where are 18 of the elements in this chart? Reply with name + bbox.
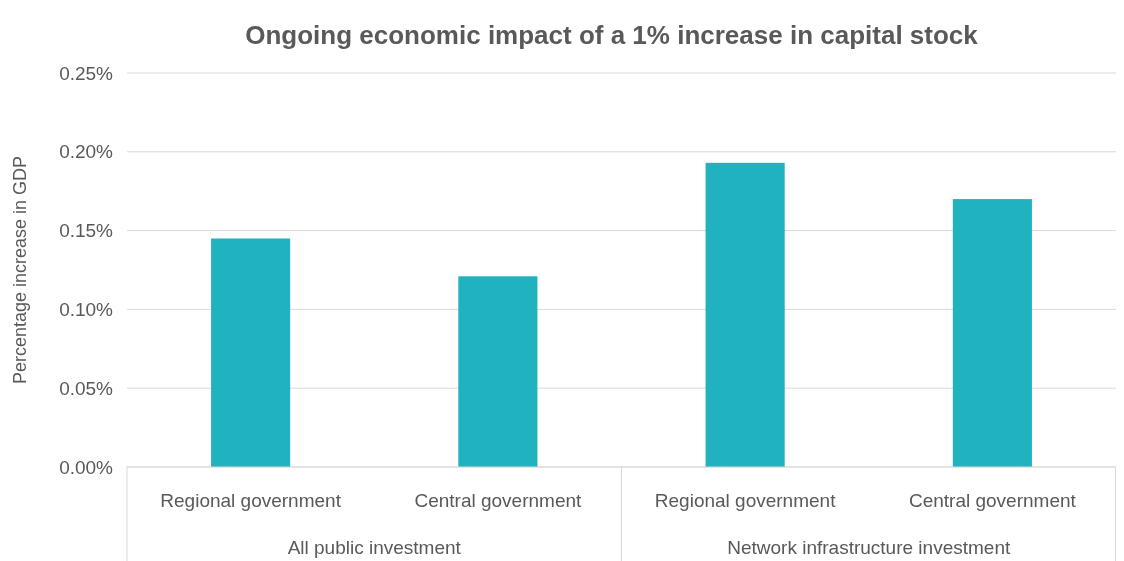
y-tick-label: 0.00% [59, 456, 114, 478]
x-tick-label: Central government [908, 490, 1077, 511]
bar [458, 276, 538, 467]
text: All public investment [287, 537, 462, 558]
bar [952, 199, 1032, 467]
y-tick-label: 0.10% [59, 299, 114, 321]
chart-title: Ongoing economic impact of a 1% increase in capital stock [245, 20, 979, 50]
y-axis-title: Percentage increase in GDP [10, 155, 30, 385]
y-tick-label: 0.25% [59, 62, 114, 84]
x-tick-label: Regional government [160, 490, 342, 511]
text: Network infrastructure investment [727, 537, 1011, 558]
bar [705, 162, 785, 467]
x-tick-label: Regional government [654, 490, 837, 511]
y-tick-label: 0.20% [59, 141, 114, 163]
bar [211, 238, 291, 467]
y-tick-label: 0.15% [59, 220, 114, 242]
x-tick-label: Central government [414, 490, 583, 511]
y-tick-label: 0.05% [59, 377, 114, 399]
